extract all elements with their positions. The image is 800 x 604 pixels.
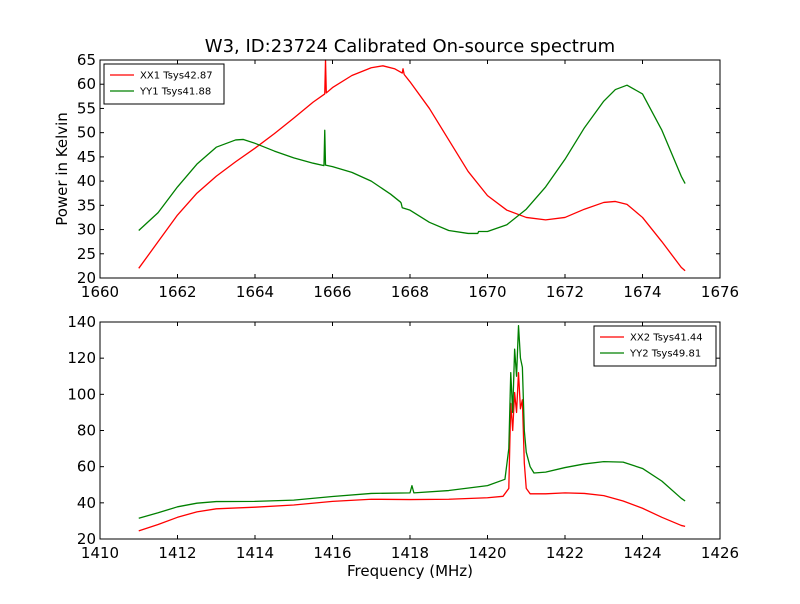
y-tick-label-0-9: 65: [77, 51, 96, 69]
x-tick-label-1-8: 1426: [701, 544, 739, 562]
y-tick-label-0-5: 45: [77, 148, 96, 166]
y-tick-label-1-3: 80: [77, 422, 96, 440]
y-tick-label-0-7: 55: [77, 99, 96, 117]
y-tick-label-1-5: 120: [67, 349, 96, 367]
y-tick-label-0-0: 20: [77, 269, 96, 287]
x-tick-label-1-7: 1424: [623, 544, 661, 562]
figure-title: W3, ID:23724 Calibrated On-source spectr…: [205, 36, 615, 57]
x-axis-label-1: Frequency (MHz): [347, 562, 473, 580]
x-tick-label-0-2: 1664: [236, 283, 274, 301]
x-tick-label-0-1: 1662: [158, 283, 196, 301]
y-tick-label-0-8: 60: [77, 75, 96, 93]
y-tick-label-0-3: 35: [77, 196, 96, 214]
series-line-1-0: [138, 371, 686, 532]
y-tick-label-1-4: 100: [67, 385, 96, 403]
x-tick-label-1-0: 1410: [81, 544, 119, 562]
y-tick-label-0-4: 40: [77, 172, 96, 190]
x-tick-label-1-3: 1416: [313, 544, 351, 562]
legend-box-1: [593, 325, 717, 367]
y-tick-label-0-6: 50: [77, 124, 96, 142]
x-tick-label-0-4: 1668: [391, 283, 429, 301]
y-tick-label-1-2: 60: [77, 458, 96, 476]
x-tick-label-0-6: 1672: [546, 283, 584, 301]
y-tick-label-0-2: 30: [77, 221, 96, 239]
x-tick-label-0-0: 1660: [81, 283, 119, 301]
legend-label-0-1: YY1 Tsys41.88: [139, 87, 211, 98]
y-tick-label-1-6: 140: [67, 313, 96, 331]
x-tick-label-1-2: 1414: [236, 544, 274, 562]
series-line-1-1: [138, 324, 686, 519]
legend-label-1-1: YY2 Tsys49.81: [629, 349, 701, 360]
x-tick-label-1-4: 1418: [391, 544, 429, 562]
y-tick-label-0-1: 25: [77, 245, 96, 263]
y-axis-label-0: Power in Kelvin: [53, 112, 71, 226]
legend-label-0-0: XX1 Tsys42.87: [140, 71, 213, 82]
x-tick-label-1-5: 1420: [468, 544, 506, 562]
x-tick-label-1-6: 1422: [546, 544, 584, 562]
x-tick-label-0-7: 1674: [623, 283, 661, 301]
top-panel: 1660 1662 1664 1666 1668 1670 1672 1674 1676 20 25…: [53, 51, 739, 301]
series-line-0-1: [138, 84, 686, 235]
x-tick-label-0-5: 1670: [468, 283, 506, 301]
y-tick-label-1-0: 20: [77, 530, 96, 548]
bottom-panel: 1410 1412 1414 1416 1418 1420 1422 1424 1426 20 40…: [67, 313, 739, 580]
legend-label-1-0: XX2 Tsys41.44: [630, 333, 703, 344]
x-tick-label-0-8: 1676: [701, 283, 739, 301]
y-tick-label-1-1: 40: [77, 494, 96, 512]
x-tick-label-1-1: 1412: [158, 544, 196, 562]
x-tick-label-0-3: 1666: [313, 283, 351, 301]
series-line-0-0: [138, 59, 686, 272]
legend-box-0: [103, 63, 225, 105]
